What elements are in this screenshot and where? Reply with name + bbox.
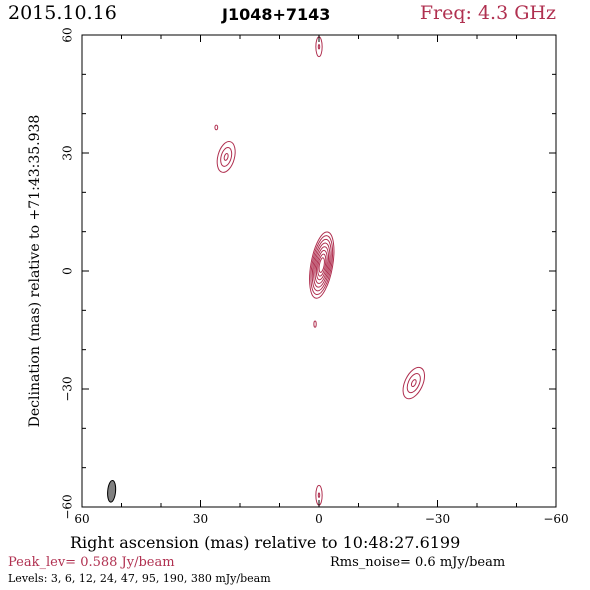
x-tick-label: −60 bbox=[543, 512, 568, 526]
source-name: J1048+7143 bbox=[222, 5, 331, 24]
contour-line bbox=[311, 238, 332, 292]
x-tick-label: 60 bbox=[74, 512, 89, 526]
contour-component bbox=[309, 231, 335, 299]
x-tick-label: 0 bbox=[315, 512, 323, 526]
observation-date: 2015.10.16 bbox=[8, 2, 117, 24]
contour-line bbox=[223, 153, 229, 161]
contour-line bbox=[310, 235, 334, 296]
contour-component bbox=[402, 366, 426, 400]
contour-line bbox=[313, 242, 331, 288]
contour-line bbox=[313, 320, 317, 328]
contour-line bbox=[216, 141, 236, 173]
y-tick-label: 0 bbox=[61, 267, 75, 275]
contour-component bbox=[313, 320, 317, 328]
contour-line bbox=[410, 379, 417, 388]
contour-line bbox=[317, 44, 321, 50]
contour-line bbox=[314, 246, 330, 284]
frequency-label: Freq: 4.3 GHz bbox=[419, 2, 556, 24]
x-tick-label: 30 bbox=[193, 512, 208, 526]
contour-line bbox=[318, 257, 325, 273]
contour-line bbox=[315, 249, 328, 281]
y-tick-label: −30 bbox=[61, 376, 75, 401]
contour-line bbox=[309, 231, 335, 299]
contour-component bbox=[216, 141, 236, 173]
beam-layer bbox=[107, 479, 117, 503]
y-tick-label: 30 bbox=[61, 145, 75, 160]
contour-line bbox=[214, 124, 219, 131]
contour-levels: Levels: 3, 6, 12, 24, 47, 95, 190, 380 m… bbox=[8, 572, 271, 585]
y-axis-label: Declination (mas) relative to +71:43:35.… bbox=[27, 114, 43, 428]
contour-line bbox=[317, 492, 321, 498]
contour-line bbox=[402, 366, 426, 400]
contour-component bbox=[214, 124, 219, 131]
peak-level: Peak_lev= 0.588 Jy/beam bbox=[8, 555, 175, 570]
contour-line bbox=[317, 253, 327, 277]
contour-layer bbox=[214, 36, 426, 506]
contour-line bbox=[406, 373, 421, 394]
contour-line bbox=[220, 147, 233, 167]
x-tick-label: −30 bbox=[425, 512, 450, 526]
beam-ellipse bbox=[107, 479, 117, 503]
tick-layer: 60 30 0 −30 −60 −60 −30 0 30 60 bbox=[61, 27, 569, 526]
y-tick-label: 60 bbox=[61, 27, 75, 42]
rms-noise: Rms_noise= 0.6 mJy/beam bbox=[330, 555, 506, 570]
x-axis-label: Right ascension (mas) relative to 10:48:… bbox=[70, 533, 461, 552]
y-tick-label: −60 bbox=[61, 494, 75, 519]
